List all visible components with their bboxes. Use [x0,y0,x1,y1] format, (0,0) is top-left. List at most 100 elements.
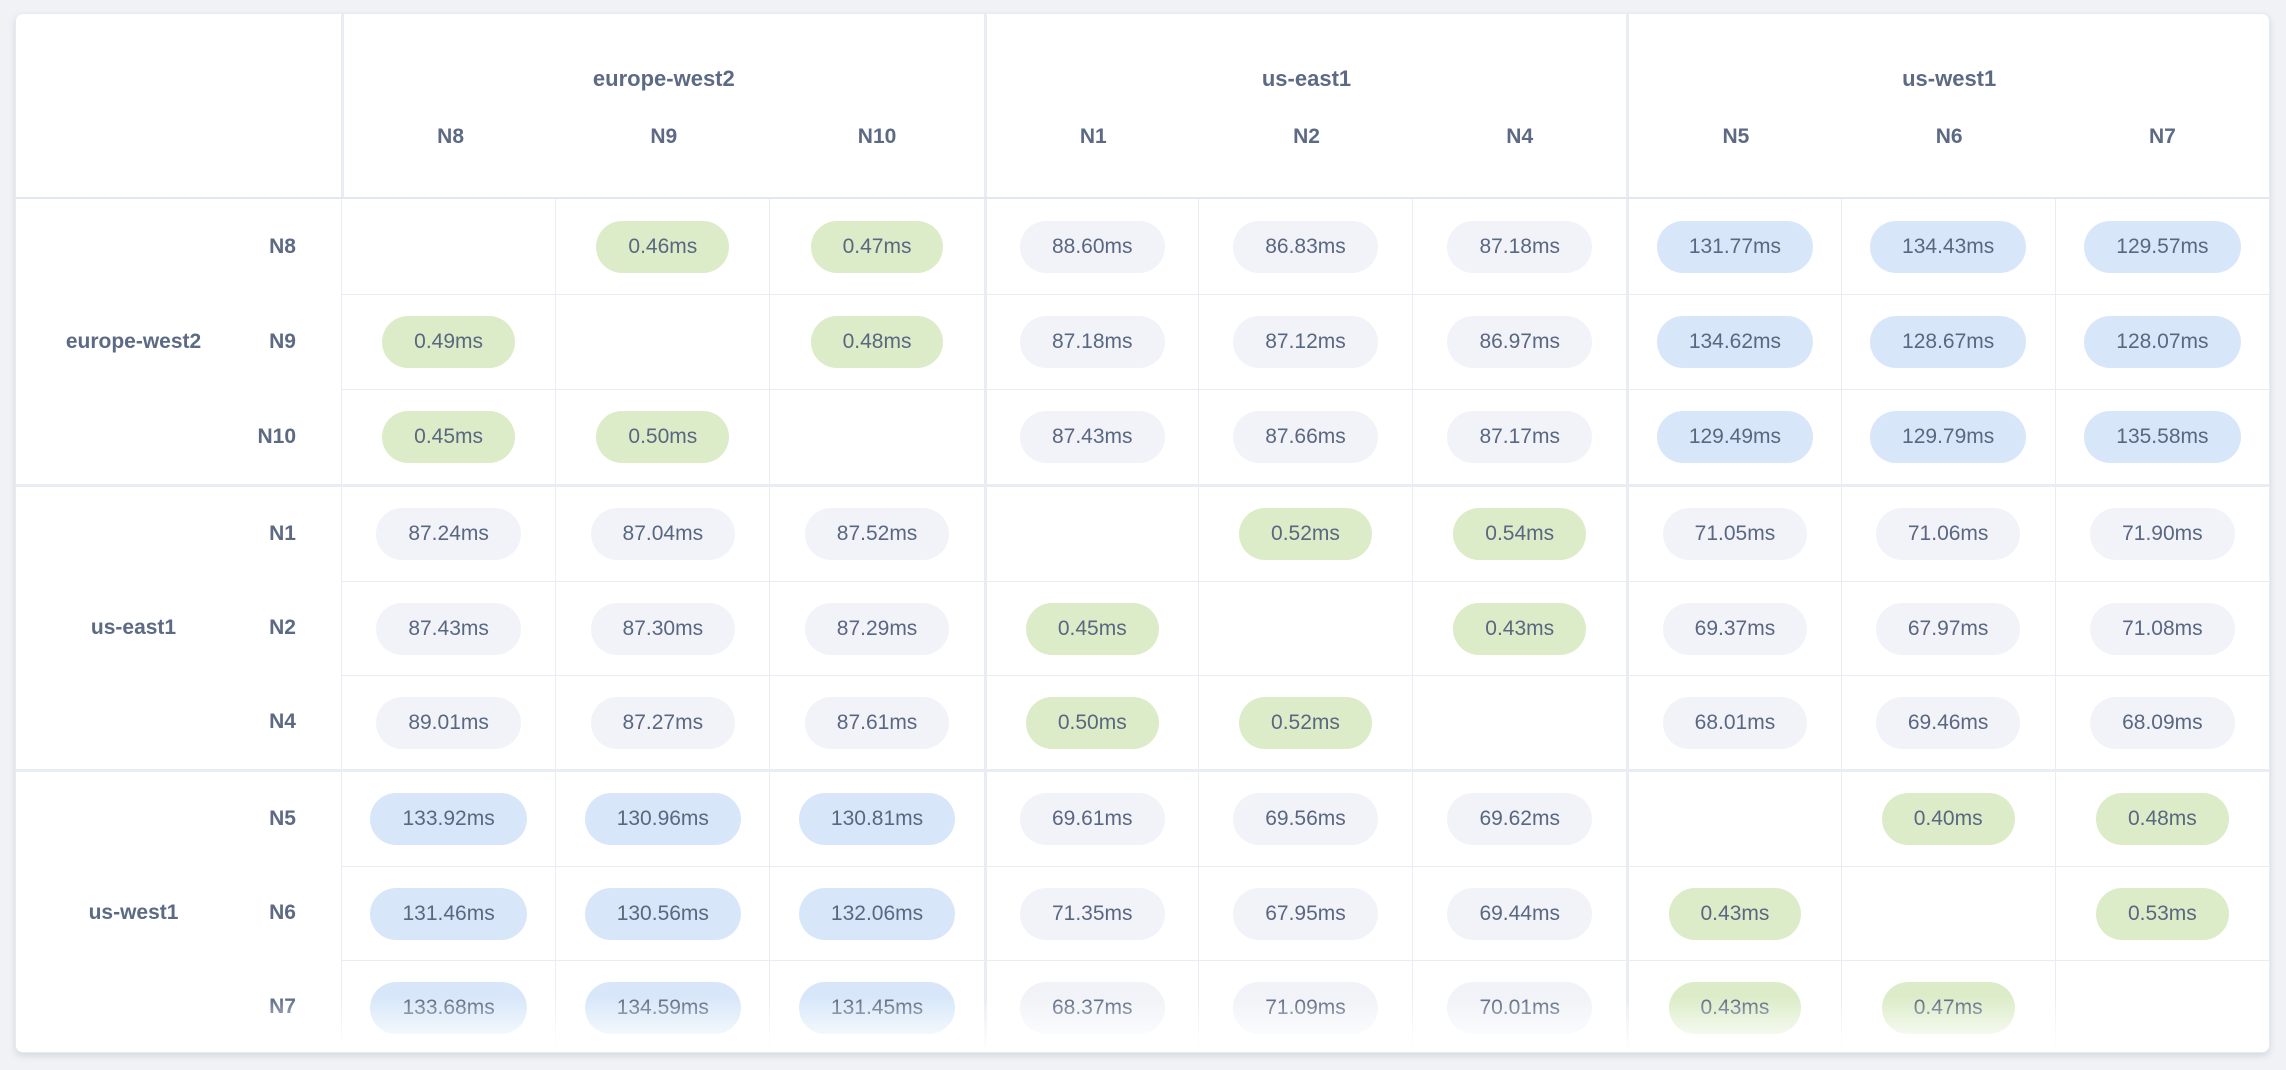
latency-cell-N7-to-col6: 70.01ms [1412,960,1627,1052]
latency-cell-N9-to-col2 [555,294,770,389]
latency-pill: 0.43ms [1453,602,1587,655]
latency-pill: 129.57ms [2084,220,2241,273]
latency-cell-N1-to-col3: 87.52ms [769,487,983,581]
matrix-header-row: europe-west2 N8 N9 N10 us-east1 N1 N2 N4 us-west… [16,14,2269,199]
latency-cell-N2-to-col1: 87.43ms [341,581,556,675]
latency-pill: 0.50ms [596,411,730,463]
latency-cell-N4-to-col7: 68.01ms [1626,675,1841,769]
latency-pill: 86.97ms [1447,316,1592,368]
latency-cell-N6-to-col8 [1840,866,2055,960]
latency-cell-N6-to-col2: 130.56ms [555,866,770,960]
latency-pill: 71.05ms [1662,508,1808,560]
latency-pill: 133.92ms [370,793,527,845]
latency-cell-N7-to-col5: 71.09ms [1197,960,1413,1052]
latency-cell-N4-to-col4: 0.50ms [983,675,1198,769]
latency-pill: 71.90ms [2090,508,2235,560]
latency-cell-N9-to-col8: 128.67ms [1840,294,2055,389]
latency-cell-N4-to-col2: 87.27ms [555,675,770,769]
latency-pill: 0.43ms [1668,981,1802,1034]
latency-pill: 87.43ms [1019,411,1165,463]
latency-pill: 71.35ms [1019,887,1165,940]
latency-pill: 0.52ms [1239,508,1372,560]
latency-cell-N10-to-col3 [769,389,984,484]
row-group-us-west1: us-west1 N5 N6 N7 133.92ms 130.96ms 130.81ms 69… [16,769,2269,1052]
latency-cell-N1-to-col8: 71.06ms [1840,487,2055,581]
latency-cell-N6-to-col9: 0.53ms [2054,866,2269,960]
latency-cell-N1-to-col7: 71.05ms [1626,487,1840,581]
latency-cell-N10-to-col9: 135.58ms [2054,389,2269,484]
row-header-node-N9: N9 [269,329,296,353]
latency-cell-N6-to-col3: 132.06ms [769,866,984,960]
latency-pill: 130.56ms [584,887,741,940]
column-header-node-N2: N2 [1293,125,1320,148]
row-group-us-east1: us-east1 N1 N2 N4 87.24ms 87.04ms 87.52ms 0.52m… [16,484,2269,769]
latency-cell-N6-to-col5: 67.95ms [1197,866,1413,960]
latency-cell-N7-to-col4: 68.37ms [983,960,1198,1052]
latency-pill: 130.96ms [584,793,741,845]
latency-cell-N10-to-col1: 0.45ms [341,389,556,484]
latency-matrix-table: europe-west2 N8 N9 N10 us-east1 N1 N2 N4 us-west… [15,13,2270,1053]
latency-cell-N2-to-col2: 87.30ms [555,581,770,675]
latency-pill: 131.45ms [798,981,956,1034]
latency-pill: 0.52ms [1239,696,1372,749]
latency-cell-N2-to-col4: 0.45ms [983,581,1198,675]
column-header-node-N9: N9 [650,125,678,148]
latency-cell-N10-to-col5: 87.66ms [1197,389,1413,484]
latency-pill: 0.53ms [2095,887,2229,940]
latency-cell-N10-to-col4: 87.43ms [983,389,1198,484]
latency-pill: 68.01ms [1662,696,1808,749]
latency-pill: 0.54ms [1453,508,1587,560]
latency-cell-N6-to-col6: 69.44ms [1412,866,1627,960]
latency-pill: 87.17ms [1447,411,1592,463]
row-header-node-N10: N10 [257,424,296,448]
latency-cell-N2-to-col9: 71.08ms [2054,581,2269,675]
column-node-header-row: N5 N6 N7 [1629,125,2269,197]
latency-cell-N5-to-col1: 133.92ms [341,772,555,866]
latency-pill: 67.97ms [1875,602,2021,655]
column-group-region-label: us-east1 [1261,65,1352,91]
matrix-body: europe-west2 N8 N9 N10 0.46ms 0.47ms 88.60ms 86… [16,199,2269,1052]
latency-cell-N6-to-col7: 0.43ms [1626,866,1841,960]
latency-cell-N1-to-col9: 71.90ms [2054,487,2269,581]
latency-cell-N9-to-col9: 128.07ms [2054,294,2269,389]
latency-pill: 0.45ms [1025,602,1159,655]
latency-pill: 87.66ms [1233,411,1378,463]
column-header-node-N6: N6 [1935,125,1963,148]
latency-cell-N1-to-col6: 0.54ms [1412,487,1626,581]
latency-cell-N8-to-col3: 0.47ms [769,199,983,294]
column-header-node-N8: N8 [437,125,465,148]
matrix-corner-cell [16,14,341,197]
latency-cell-grid: 87.24ms 87.04ms 87.52ms 0.52ms 0.54ms 71.05ms… [341,487,2269,769]
latency-cell-N7-to-col1: 133.68ms [341,960,556,1052]
row-group-region-label: us-east1 [90,616,177,639]
latency-pill: 128.07ms [2084,316,2241,368]
latency-cell-N7-to-col8: 0.47ms [1840,960,2055,1052]
column-group-header-us-east1: us-east1 N1 N2 N4 [983,14,1627,197]
latency-pill: 69.62ms [1447,793,1592,845]
latency-cell-N5-to-col5: 69.56ms [1197,772,1412,866]
latency-pill: 71.06ms [1875,508,2021,560]
latency-pill: 88.60ms [1019,220,1165,273]
latency-pill: 134.59ms [584,981,741,1034]
latency-pill: 132.06ms [798,887,956,940]
latency-cell-N2-to-col7: 69.37ms [1626,581,1841,675]
latency-pill: 0.47ms [1881,981,2015,1034]
column-group-header-us-west1: us-west1 N5 N6 N7 [1626,14,2269,197]
latency-cell-N1-to-col1: 87.24ms [341,487,555,581]
latency-cell-N5-to-col8: 0.40ms [1840,772,2055,866]
latency-pill: 87.29ms [804,602,950,655]
row-group-region-label: europe-west2 [65,329,202,353]
latency-cell-N6-to-col1: 131.46ms [341,866,556,960]
latency-cell-N8-to-col4: 88.60ms [983,199,1198,294]
latency-cell-N4-to-col9: 68.09ms [2054,675,2269,769]
latency-pill: 69.44ms [1447,887,1592,940]
latency-pill: 87.61ms [804,696,950,749]
latency-cell-N7-to-col7: 0.43ms [1626,960,1841,1052]
latency-cell-N9-to-col5: 87.12ms [1197,294,1413,389]
latency-pill: 0.46ms [596,220,730,273]
column-header-node-N1: N1 [1079,125,1107,148]
column-header-node-N4: N4 [1506,125,1534,148]
latency-pill: 69.56ms [1233,793,1378,845]
latency-pill: 0.49ms [382,316,516,368]
latency-cell-N2-to-col8: 67.97ms [1840,581,2055,675]
